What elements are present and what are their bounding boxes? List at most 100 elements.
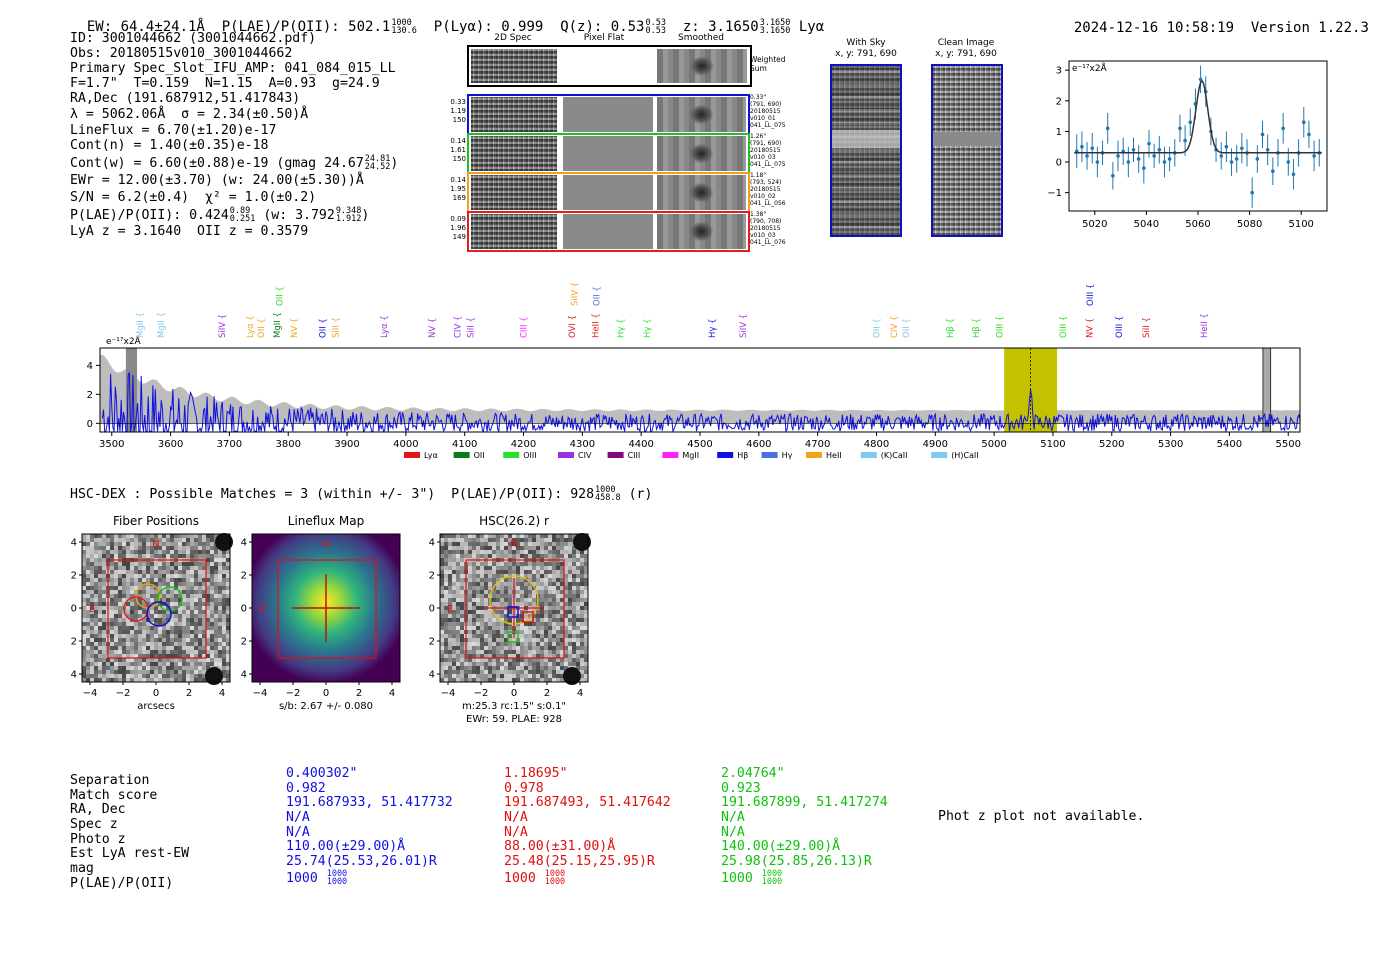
hsc-pixel (218, 658, 222, 662)
hsc-pixel (448, 614, 452, 618)
hsc-pixel (576, 570, 580, 574)
hsc-pixel (102, 598, 106, 602)
legend-swatch (558, 452, 574, 458)
hsc-pixel (444, 614, 448, 618)
hsc-pixel (500, 626, 504, 630)
legend-label: OIII (523, 451, 536, 460)
hsc-pixel (584, 618, 588, 622)
hsc-pixel (222, 678, 226, 682)
hsc-pixel (512, 666, 516, 670)
hsc-pixel (174, 626, 178, 630)
hsc-pixel (456, 534, 460, 538)
hsc-pixel (580, 574, 584, 578)
hsc-pixel (182, 582, 186, 586)
hsc-pixel (496, 670, 500, 674)
hsc-pixel (460, 626, 464, 630)
hsc-pixel (568, 650, 572, 654)
hsc-pixel (122, 642, 126, 646)
hsc-pixel (126, 546, 130, 550)
hsc-pixel (516, 670, 520, 674)
hsc-pixel (584, 622, 588, 626)
hsc-pixel (484, 610, 488, 614)
spectrum-line-label: MgII { (157, 312, 167, 338)
hsc-pixel (166, 646, 170, 650)
hsc-pixel (496, 578, 500, 582)
hsc-pixel (138, 670, 142, 674)
hsc-pixel (130, 534, 134, 538)
hsc-ytick-label: −4 (240, 670, 247, 681)
legend-label: CIII (628, 451, 641, 460)
hsc-pixel (480, 614, 484, 618)
hsc-pixel (170, 578, 174, 582)
hsc-pixel (504, 650, 508, 654)
hsc-pixel (472, 650, 476, 654)
hsc-pixel (158, 650, 162, 654)
hsc-pixel (86, 622, 90, 626)
cutout-note: v010_03 (750, 154, 776, 161)
hsc-pixel (202, 610, 206, 614)
hsc-pixel (504, 670, 508, 674)
hsc-pixel (584, 642, 588, 646)
hsc-pixel (82, 658, 86, 662)
hsc-pixel (460, 610, 464, 614)
hsc-pixel (166, 538, 170, 542)
hsc-pixel (122, 582, 126, 586)
hsc-pixel (448, 670, 452, 674)
hsc-pixel (512, 646, 516, 650)
hsc-pixel (456, 622, 460, 626)
hsc-pixel (110, 602, 114, 606)
hsc-pixel (86, 614, 90, 618)
hsc-pixel (544, 582, 548, 586)
hsc-pixel (524, 550, 528, 554)
hsc-pixel (182, 578, 186, 582)
hsc-pixel (536, 538, 540, 542)
hsc-pixel (210, 594, 214, 598)
hsc-pixel (476, 594, 480, 598)
spectrum-noise-envelope (100, 354, 1300, 424)
hsc-pixel (94, 618, 98, 622)
hsc-pixel (536, 666, 540, 670)
hsc-pixel (584, 566, 588, 570)
hsc-pixel (206, 582, 210, 586)
hsc-pixel (536, 670, 540, 674)
hsc-pixel (126, 634, 130, 638)
cutout-notes: 1.18" (793, 524) 20180515 v010_02 041_LL_056 (750, 172, 795, 207)
fit-point (1312, 154, 1316, 158)
hsc-pixel (472, 550, 476, 554)
fit-point (1131, 147, 1136, 152)
hsc-pixel (142, 570, 146, 574)
hsc-pixel (516, 546, 520, 550)
hsc-pixel (528, 590, 532, 594)
hsc-pixel (516, 658, 520, 662)
hsc-pixel (122, 538, 126, 542)
hsc-pixel (198, 610, 202, 614)
hsc-pixel (206, 638, 210, 642)
hsc-pixel (584, 550, 588, 554)
hsc-pixel (138, 626, 142, 630)
cutout-stat: 149 (452, 233, 466, 241)
hsc-pixel (532, 574, 536, 578)
hsc-pixel (138, 578, 142, 582)
hsc-pixel (134, 678, 138, 682)
hsc-pixel (166, 606, 170, 610)
hsc-pixel (150, 674, 154, 678)
hsc-pixel (480, 662, 484, 666)
hsc-pixel (102, 566, 106, 570)
hsc-pixel (102, 622, 106, 626)
hsc-xtick-label: 0 (511, 688, 517, 699)
hsc-pixel (174, 602, 178, 606)
hsc-pixel (190, 646, 194, 650)
hsc-pixel (178, 678, 182, 682)
hsc-pixel (202, 570, 206, 574)
north-label: N (510, 539, 517, 550)
legend-swatch (503, 452, 520, 458)
hsc-pixel (440, 618, 444, 622)
hsc-pixel (86, 606, 90, 610)
hsc-pixel (472, 618, 476, 622)
hsc-pixel (584, 638, 588, 642)
hsc-pixel (218, 606, 222, 610)
hsc-pixel (158, 538, 162, 542)
hsc-xtick-label: −4 (83, 688, 98, 699)
hsc-pixel (580, 614, 584, 618)
hsc-pixel (126, 606, 130, 610)
